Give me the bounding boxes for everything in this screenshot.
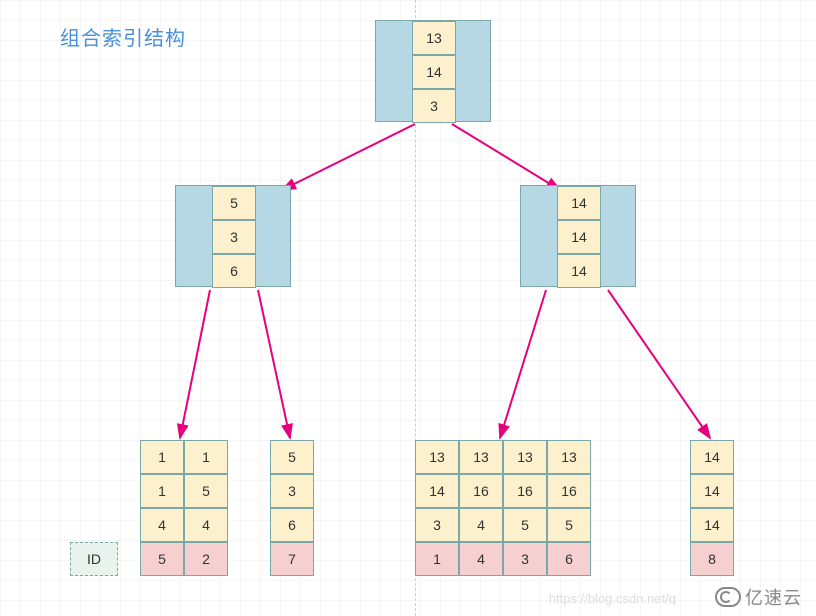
- cell: 13: [415, 440, 459, 474]
- cell: 14: [557, 254, 601, 288]
- id-cell: 7: [270, 542, 314, 576]
- cell: 16: [503, 474, 547, 508]
- node-int-r: 141414: [520, 185, 636, 287]
- cell: 5: [503, 508, 547, 542]
- cell: 1: [140, 474, 184, 508]
- watermark-brand: 亿速云: [715, 584, 802, 610]
- cell: 4: [184, 508, 228, 542]
- cell: 14: [415, 474, 459, 508]
- cell: 13: [412, 21, 456, 55]
- cell: 14: [557, 186, 601, 220]
- id-cell: 6: [547, 542, 591, 576]
- cell: 5: [184, 474, 228, 508]
- id-legend-label: ID: [87, 551, 101, 567]
- watermark-url: https://blog.csdn.net/q: [549, 591, 676, 606]
- cell: 4: [140, 508, 184, 542]
- diagram-canvas: 组合索引结构 131435361414141115445253671313131…: [0, 0, 816, 616]
- cell: 3: [270, 474, 314, 508]
- id-cell: 8: [690, 542, 734, 576]
- id-cell: 3: [503, 542, 547, 576]
- cell: 3: [212, 220, 256, 254]
- cell: 14: [690, 440, 734, 474]
- node-root: 13143: [375, 20, 491, 122]
- node-int-l: 536: [175, 185, 291, 287]
- id-cell: 5: [140, 542, 184, 576]
- cell: 3: [415, 508, 459, 542]
- brand-logo-icon: [715, 587, 741, 607]
- cell: 3: [412, 89, 456, 123]
- id-cell: 1: [415, 542, 459, 576]
- node-leaf-2: 5367: [270, 440, 314, 576]
- cell: 14: [690, 508, 734, 542]
- cell: 14: [690, 474, 734, 508]
- cell: 5: [270, 440, 314, 474]
- cell: 13: [547, 440, 591, 474]
- cell: 14: [412, 55, 456, 89]
- cell: 14: [557, 220, 601, 254]
- cell: 4: [459, 508, 503, 542]
- cell: 13: [503, 440, 547, 474]
- cell: 16: [459, 474, 503, 508]
- id-legend-box: ID: [70, 542, 118, 576]
- id-cell: 2: [184, 542, 228, 576]
- brand-text: 亿速云: [745, 588, 802, 608]
- cell: 1: [184, 440, 228, 474]
- cell: 1: [140, 440, 184, 474]
- node-leaf-3: 131313131416161634551436: [415, 440, 591, 576]
- cell: 5: [547, 508, 591, 542]
- node-leaf-4: 1414148: [690, 440, 734, 576]
- cell: 13: [459, 440, 503, 474]
- node-leaf-1: 11154452: [140, 440, 228, 576]
- cell: 6: [212, 254, 256, 288]
- cell: 16: [547, 474, 591, 508]
- diagram-title: 组合索引结构: [60, 22, 186, 51]
- cell: 6: [270, 508, 314, 542]
- cell: 5: [212, 186, 256, 220]
- id-cell: 4: [459, 542, 503, 576]
